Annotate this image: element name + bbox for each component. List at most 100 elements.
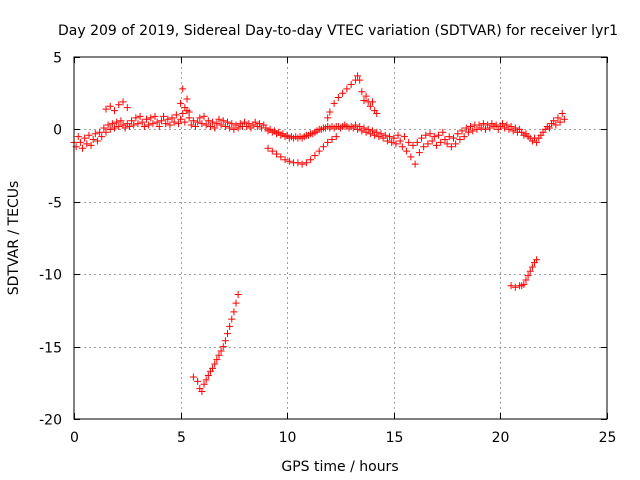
data-point (268, 147, 276, 155)
data-point (215, 115, 223, 123)
data-point (351, 121, 359, 129)
data-point (241, 118, 249, 126)
data-point (134, 120, 142, 128)
data-point (102, 105, 110, 113)
data-point (87, 141, 95, 149)
data-point (415, 149, 423, 157)
data-point (209, 118, 217, 126)
x-tick-label: 25 (599, 430, 617, 446)
data-point (403, 147, 411, 155)
data-point (179, 109, 187, 117)
data-point (558, 109, 566, 117)
data-point (83, 140, 91, 148)
data-point (209, 364, 217, 372)
data-point (358, 88, 366, 96)
data-point (106, 125, 114, 133)
data-point (121, 124, 129, 132)
data-point (445, 133, 453, 141)
data-point (524, 272, 532, 280)
data-point (151, 112, 159, 120)
data-point (447, 143, 455, 151)
data-point (187, 121, 195, 129)
data-point (202, 121, 210, 129)
data-point (430, 133, 438, 141)
data-point (437, 138, 445, 146)
y-axis-label: SDTVAR / TECUs (6, 181, 22, 296)
data-point (93, 137, 101, 145)
data-point (326, 108, 334, 116)
data-point (204, 117, 212, 125)
data-point (217, 121, 225, 129)
data-point (145, 121, 153, 129)
x-tick-label: 0 (70, 430, 79, 446)
y-tick-labels: 5 0 -5 -10 -15 -20 (39, 51, 62, 429)
data-point (98, 133, 106, 141)
data-point (264, 144, 272, 152)
data-point (230, 125, 238, 133)
data-point (111, 124, 119, 132)
data-point (435, 131, 443, 139)
x-axis-label: GPS time / hours (281, 459, 398, 475)
data-point (458, 127, 466, 135)
data-point (206, 123, 214, 131)
data-point (213, 356, 221, 364)
data-point (142, 115, 150, 123)
series-sdtvar-lower-dip (264, 133, 340, 168)
data-point (177, 99, 185, 107)
data-point (343, 85, 351, 93)
data-point (155, 123, 163, 131)
data-point (356, 123, 364, 131)
data-point (85, 131, 93, 139)
data-point (330, 99, 338, 107)
x-tick-label: 10 (279, 430, 297, 446)
data-point (368, 127, 376, 135)
data-point (332, 133, 340, 141)
data-point (356, 76, 364, 84)
data-point (79, 144, 87, 152)
data-point (164, 115, 172, 123)
data-point (454, 130, 462, 138)
data-point (424, 140, 432, 148)
data-point (413, 138, 421, 146)
data-point (545, 124, 553, 132)
data-point (181, 104, 189, 112)
data-point (219, 343, 227, 351)
chart-title: Day 209 of 2019, Sidereal Day-to-day VTE… (58, 23, 618, 39)
y-tick-label: 0 (53, 123, 62, 139)
data-point (324, 114, 332, 122)
data-point (147, 114, 155, 122)
data-point (230, 308, 238, 316)
data-point (328, 136, 336, 144)
data-point (115, 123, 123, 131)
data-point (245, 120, 253, 128)
data-point (281, 156, 289, 164)
data-point (192, 123, 200, 131)
data-points (70, 72, 568, 395)
data-point (456, 136, 464, 144)
data-point (452, 140, 460, 148)
data-point (157, 117, 165, 125)
data-point (411, 160, 419, 168)
data-point (204, 372, 212, 380)
data-point (160, 112, 168, 120)
data-point (215, 351, 223, 359)
data-point (420, 143, 428, 151)
data-point (115, 101, 123, 109)
data-point (89, 136, 97, 144)
data-point (221, 337, 229, 345)
data-point (76, 138, 84, 146)
data-point (298, 160, 306, 168)
data-point (520, 280, 528, 288)
plot-frame (73, 56, 608, 420)
data-point (108, 120, 116, 128)
y-tick-label: -15 (39, 341, 62, 357)
data-point (232, 299, 240, 307)
data-point (405, 138, 413, 146)
data-point (221, 123, 229, 131)
data-point (432, 141, 440, 149)
data-point (213, 120, 221, 128)
data-point (392, 140, 400, 148)
data-point (174, 120, 182, 128)
data-point (366, 102, 374, 110)
